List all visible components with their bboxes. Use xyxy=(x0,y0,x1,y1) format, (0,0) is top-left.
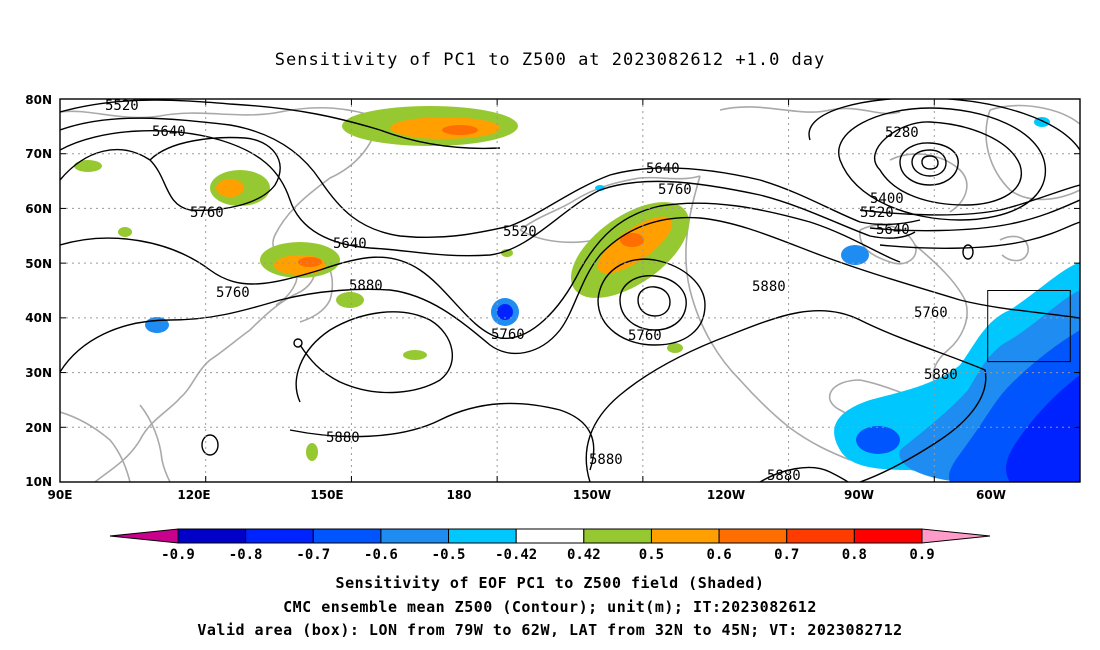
lat-tick-label: 80N xyxy=(25,93,52,107)
lon-tick-label: 90W xyxy=(844,488,874,502)
colorbar-label: -0.42 xyxy=(495,547,537,563)
lon-tick-labels: 90E 120E 150E 180 150W 120W 90W 60W xyxy=(48,488,1006,502)
graticule xyxy=(60,99,1080,482)
contour-label: 5280 xyxy=(885,125,919,141)
colorbar-label: -0.6 xyxy=(364,547,398,563)
colorbar-high-triangle xyxy=(921,528,991,544)
colorbar-swatch xyxy=(312,528,382,544)
contour-label: 5760 xyxy=(914,305,948,321)
contour-label: 5880 xyxy=(767,468,801,484)
colorbar-label: 0.7 xyxy=(774,547,799,563)
caption-line-1: Sensitivity of EOF PC1 to Z500 field (Sh… xyxy=(335,574,765,592)
lat-tick-label: 70N xyxy=(25,147,52,161)
contour-label: 5640 xyxy=(876,222,910,238)
colorbar-swatch xyxy=(718,528,788,544)
lat-tick-label: 20N xyxy=(25,421,52,435)
tick-marks xyxy=(59,98,1081,483)
contour-labels: 5520 5640 5760 5640 5760 5520 5640 5760 … xyxy=(105,98,958,484)
lat-tick-label: 10N xyxy=(25,475,52,489)
valid-area-box xyxy=(987,290,1071,363)
colorbar-label: -0.5 xyxy=(432,547,466,563)
colorbar-swatch xyxy=(786,528,855,544)
z500-contours xyxy=(60,99,1080,482)
colorbar-label: -0.8 xyxy=(229,547,263,563)
contour-label: 5760 xyxy=(658,182,692,198)
lon-tick-label: 150W xyxy=(573,488,611,502)
colorbar-label: -0.9 xyxy=(161,547,195,563)
contour-label: 5640 xyxy=(333,236,367,252)
lon-tick-label: 60W xyxy=(976,488,1006,502)
contour-label: 5520 xyxy=(105,98,139,114)
colorbar-swatch xyxy=(448,528,517,544)
colorbar-swatch xyxy=(245,528,314,544)
contour-label: 5520 xyxy=(860,205,894,221)
lat-tick-labels: 80N 70N 60N 50N 40N 30N 20N 10N xyxy=(25,93,52,489)
colorbar-label: 0.6 xyxy=(706,547,731,563)
contour-label: 5880 xyxy=(752,279,786,295)
plot-title: Sensitivity of PC1 to Z500 at 2023082612… xyxy=(274,50,826,70)
contour-label: 5760 xyxy=(491,327,525,343)
colorbar-swatch xyxy=(515,528,585,544)
map-frame xyxy=(59,98,1081,483)
contour-label: 5880 xyxy=(349,278,383,294)
contour-label: 5760 xyxy=(216,285,250,301)
lon-tick-label: 120W xyxy=(707,488,745,502)
colorbar-swatch xyxy=(853,528,923,544)
contour-label: 5880 xyxy=(326,430,360,446)
colorbar-label: -0.7 xyxy=(296,547,330,563)
contour-label: 5760 xyxy=(190,205,224,221)
positive-shading xyxy=(74,106,690,461)
lon-tick-label: 180 xyxy=(446,488,471,502)
lat-tick-label: 50N xyxy=(25,257,52,271)
lon-tick-label: 150E xyxy=(310,488,343,502)
colorbar-label: 0.42 xyxy=(567,547,601,563)
colorbar-label: 0.5 xyxy=(639,547,664,563)
caption-line-3: Valid area (box): LON from 79W to 62W, L… xyxy=(197,621,903,639)
colorbar-label: 0.9 xyxy=(909,547,934,563)
colorbar: -0.9 -0.8 -0.7 -0.6 -0.5 -0.42 0.42 0.5 0.6 0.7 0.… xyxy=(109,528,991,563)
lat-tick-label: 40N xyxy=(25,311,52,325)
contour-label: 5640 xyxy=(152,124,186,140)
colorbar-swatch xyxy=(650,528,720,544)
contour-label: 5400 xyxy=(870,191,904,207)
colorbar-swatch xyxy=(380,528,450,544)
contour-label: 5880 xyxy=(589,452,623,468)
contour-label: 5520 xyxy=(503,224,537,240)
contour-label: 5760 xyxy=(628,328,662,344)
lat-tick-label: 60N xyxy=(25,202,52,216)
colorbar-swatch xyxy=(177,528,247,544)
contour-label: 5880 xyxy=(924,367,958,383)
caption-line-2: CMC ensemble mean Z500 (Contour); unit(m… xyxy=(283,598,817,616)
colorbar-label: 0.8 xyxy=(842,547,867,563)
coastlines xyxy=(60,104,1080,482)
lat-tick-label: 30N xyxy=(25,366,52,380)
lon-tick-label: 120E xyxy=(177,488,210,502)
lon-tick-label: 90E xyxy=(48,488,73,502)
contour-label: 5640 xyxy=(646,161,680,177)
colorbar-swatch xyxy=(583,528,652,544)
colorbar-low-triangle xyxy=(109,528,179,544)
